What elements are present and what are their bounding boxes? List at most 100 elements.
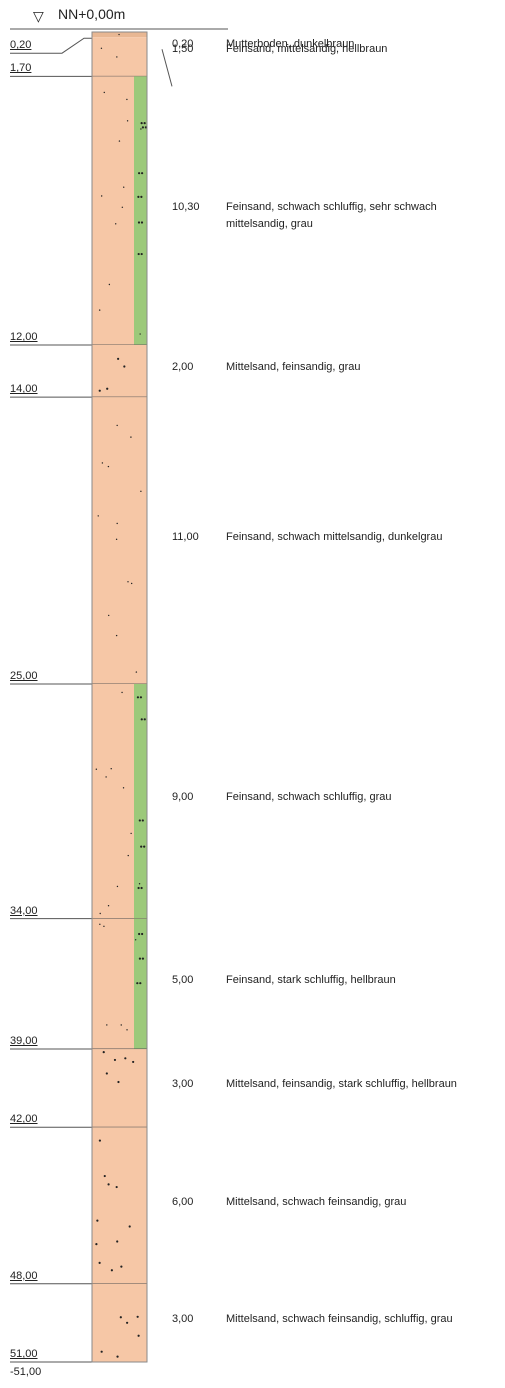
grain-dot	[140, 128, 142, 130]
bottom-elevation-label: -51,00	[10, 1366, 42, 1378]
grain-dot	[103, 91, 105, 94]
silt-dot	[137, 221, 141, 224]
grain-dot	[95, 1242, 98, 1246]
grain-dot	[108, 283, 111, 286]
silt-dot	[143, 122, 146, 125]
grain-dot	[118, 140, 121, 142]
grain-dot	[103, 1174, 106, 1178]
grain-dot	[126, 98, 128, 101]
grain-dot	[134, 939, 137, 941]
layer-fill	[92, 1127, 147, 1284]
grain-dot	[123, 186, 125, 188]
grain-dot	[100, 1350, 103, 1353]
silt-dot	[140, 122, 143, 125]
silt-dot	[136, 696, 140, 699]
grain-dot	[106, 387, 109, 390]
grain-dot	[117, 1080, 120, 1084]
grain-dot	[120, 1024, 122, 1026]
layer-description: Mittelsand, feinsandig, grau	[226, 361, 361, 374]
leader-line	[161, 49, 173, 87]
grain-dot	[115, 1185, 118, 1189]
layer-description: Feinsand, schwach mittelsandig, dunkelgr…	[226, 530, 443, 543]
depth-label: 42,00	[10, 1113, 38, 1126]
grain-dot	[98, 1261, 101, 1264]
grain-dot	[101, 462, 104, 464]
silt-band	[134, 683, 147, 919]
silt-dot	[141, 932, 144, 936]
layer-description: Mittelsand, feinsandig, stark schluffig,…	[226, 1078, 457, 1091]
silt-dot	[139, 696, 143, 699]
grain-dot	[130, 832, 132, 835]
grain-dot	[106, 1024, 108, 1026]
grain-dot	[138, 883, 141, 885]
reference-level-symbol: ▽	[33, 8, 44, 24]
grain-dot	[107, 905, 110, 907]
layer-boundary	[10, 37, 92, 54]
grain-dot	[99, 923, 101, 925]
layer-thickness: 5,00	[172, 973, 194, 986]
silt-dot	[138, 957, 142, 960]
grain-dot	[115, 634, 118, 637]
grain-dot	[98, 389, 101, 392]
layer-description: Mittelsand, schwach feinsandig, schluffi…	[226, 1312, 453, 1325]
grain-dot	[119, 1316, 122, 1319]
column-outline	[91, 31, 148, 1363]
grain-dot	[116, 1240, 119, 1243]
grain-dot	[123, 365, 126, 368]
silt-dot	[140, 221, 144, 224]
depth-label: 1,70	[10, 62, 32, 75]
silt-dot	[138, 172, 141, 175]
grain-dot	[105, 776, 107, 778]
grain-dot	[99, 912, 101, 915]
grain-dot	[128, 1225, 131, 1228]
silt-dot	[141, 819, 144, 822]
depth-label: 14,00	[10, 383, 38, 396]
grain-dot	[122, 787, 125, 789]
layer-thickness: 0,20	[172, 38, 194, 50]
grain-dot	[98, 309, 101, 311]
silt-dot	[143, 718, 146, 721]
grain-dot	[116, 885, 119, 888]
grain-dot	[116, 1355, 119, 1358]
grain-dot	[130, 582, 133, 585]
layer-fill	[92, 1283, 147, 1362]
grain-dot	[108, 614, 110, 617]
grain-dot	[132, 1060, 135, 1064]
grain-dot	[105, 1072, 108, 1075]
depth-label: 34,00	[10, 904, 38, 917]
grain-dot	[98, 1139, 101, 1142]
layer-description: Feinsand, stark schluffig, hellbraun	[226, 973, 396, 986]
silt-dot	[137, 195, 140, 199]
layer-thickness: 3,00	[172, 1312, 194, 1325]
grain-dot	[116, 424, 118, 427]
silt-dot	[138, 932, 141, 936]
silt-dot	[140, 718, 143, 721]
silt-dot	[138, 819, 141, 822]
layer-thickness: 3,00	[172, 1078, 194, 1091]
grain-dot	[115, 538, 118, 541]
layer-fill	[92, 397, 147, 684]
reference-level-label: NN+0,00m	[58, 6, 126, 22]
silt-dot	[144, 126, 148, 129]
grain-dot	[116, 56, 118, 58]
depth-label: 39,00	[10, 1035, 38, 1048]
grain-dot	[126, 1321, 129, 1324]
grain-dot	[96, 1219, 99, 1222]
grain-dot	[140, 490, 142, 493]
silt-dot	[137, 886, 140, 890]
depth-label: 48,00	[10, 1269, 38, 1282]
layer-thickness: 2,00	[172, 361, 194, 374]
layer-thickness: 1,50	[172, 43, 194, 56]
depth-label: 12,00	[10, 330, 38, 343]
grain-dot	[102, 1051, 105, 1054]
silt-dot	[140, 195, 143, 199]
grain-dot	[118, 33, 120, 36]
grain-dot	[135, 671, 138, 673]
grain-dot	[139, 333, 141, 335]
grain-dot	[115, 223, 117, 225]
silt-dot	[136, 982, 139, 985]
layer-thickness: 6,00	[172, 1195, 194, 1208]
layer-thickness: 10,30	[172, 200, 200, 213]
depth-label: 25,00	[10, 669, 38, 682]
